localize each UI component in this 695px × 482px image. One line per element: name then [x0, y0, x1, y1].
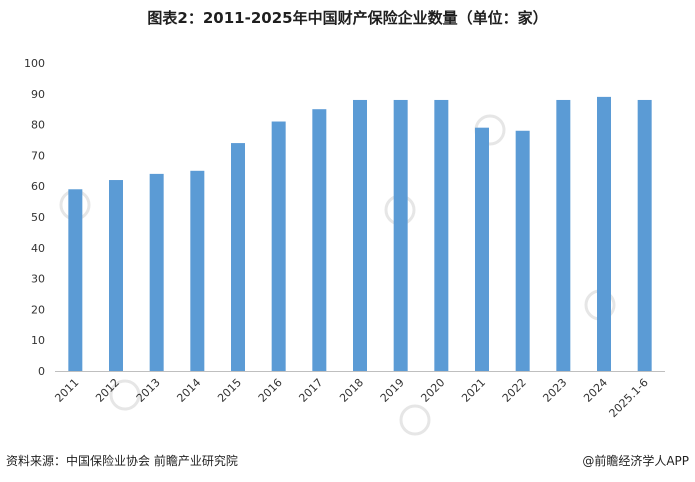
x-tick-label: 2017	[296, 376, 325, 405]
bar-2017	[312, 109, 327, 371]
credit-note: @前瞻经济学人APP	[582, 454, 689, 468]
y-tick-label: 0	[38, 365, 45, 378]
y-tick-label: 100	[24, 57, 45, 70]
x-tick-label: 2014	[174, 376, 203, 405]
bar-2012	[109, 180, 123, 371]
bar-2014	[190, 170, 205, 371]
y-tick-label: 90	[31, 88, 45, 101]
y-tick-label: 40	[31, 242, 45, 255]
y-tick-label: 30	[31, 273, 45, 286]
x-tick-label: 2023	[540, 376, 569, 405]
x-axis: 2011 2012 2013 2014 2015 2016 2017 2018 2019 2020…	[52, 376, 650, 420]
source-note: 资料来源：中国保险业协会 前瞻产业研究院	[6, 454, 238, 468]
bar-2016	[271, 121, 286, 372]
bar-2011	[68, 189, 83, 371]
x-tick-label: 2024	[581, 376, 610, 405]
bar-2021	[475, 127, 489, 372]
bar-series	[68, 96, 652, 372]
bar-2020	[434, 99, 449, 372]
x-tick-label: 2011	[52, 376, 81, 405]
bar-2023	[556, 99, 571, 372]
x-tick-label: 2013	[134, 376, 163, 405]
bar-2018	[353, 99, 367, 372]
y-tick-label: 80	[31, 119, 45, 132]
bar-2019	[393, 99, 408, 372]
x-tick-label: 2022	[500, 376, 529, 405]
x-tick-label: 2012	[93, 376, 122, 405]
watermark-mark	[109, 379, 141, 411]
y-tick-label: 70	[31, 149, 45, 162]
y-tick-label: 10	[31, 334, 45, 347]
x-tick-label: 2016	[256, 376, 285, 405]
x-tick-label: 2015	[215, 376, 244, 405]
y-tick-label: 20	[31, 303, 45, 316]
bar-2022	[515, 130, 530, 371]
x-tick-label: 2019	[378, 376, 407, 405]
bar-2025.1-6	[637, 99, 652, 372]
x-tick-label: 2021	[459, 376, 488, 405]
y-tick-label: 60	[31, 180, 45, 193]
chart-title: 图表2：2011-2025年中国财产保险企业数量（单位：家）	[147, 9, 548, 27]
x-tick-label: 2025.1-6	[607, 376, 651, 420]
x-tick-label: 2018	[337, 376, 366, 405]
bar-2015	[231, 143, 245, 371]
y-axis: 0 10 20 30 40 50 60 70 80 90 100	[24, 57, 45, 378]
y-tick-label: 50	[31, 211, 45, 224]
watermark-mark	[399, 404, 431, 436]
x-tick-label: 2020	[418, 376, 447, 405]
bar-2024	[597, 96, 611, 371]
bar-2013	[149, 173, 164, 371]
